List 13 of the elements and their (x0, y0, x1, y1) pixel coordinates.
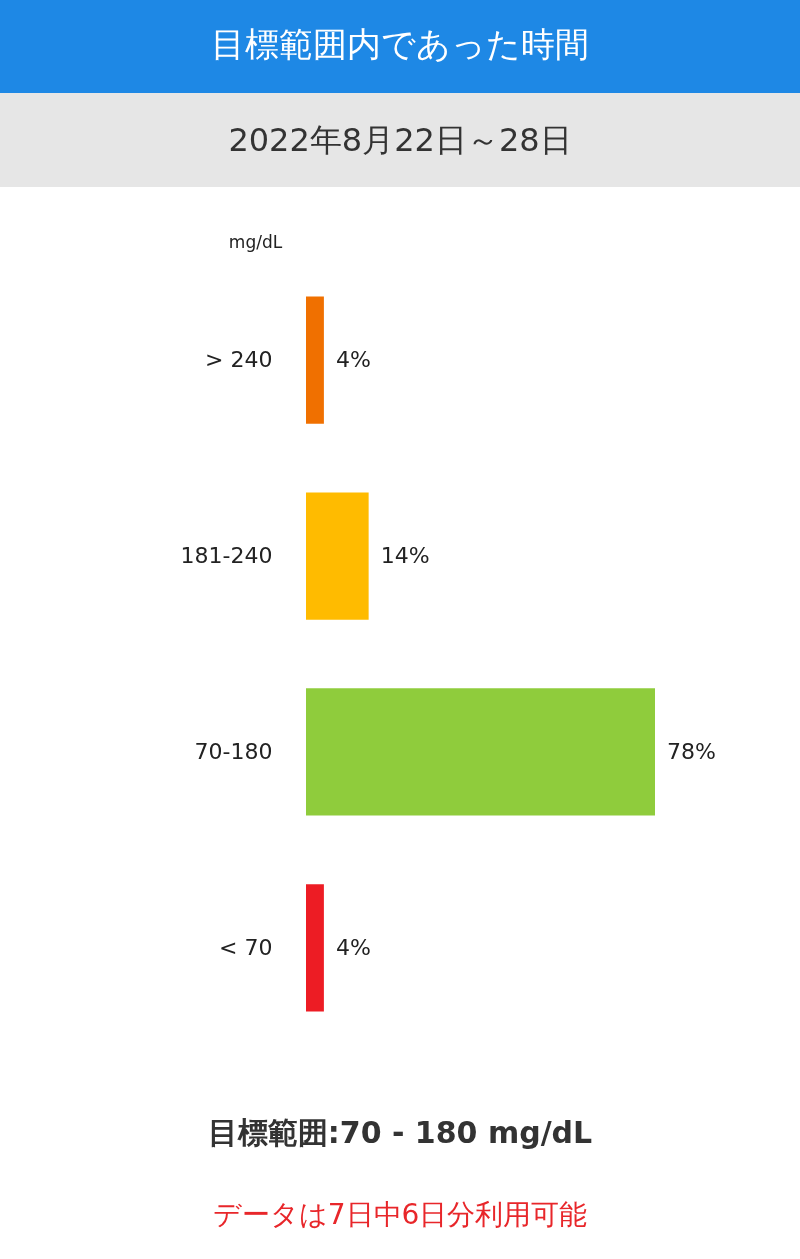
data-label: 14% (380, 543, 430, 569)
y-tick-label: 181-240 (180, 543, 273, 569)
chart-subtitle: 2022年8月22日～28日 (228, 121, 572, 159)
y-tick-label: < 70 (219, 934, 273, 960)
text: 目標範囲:70 - 180 mg/dL (207, 1115, 593, 1150)
data-label: 4% (335, 934, 371, 960)
text: データは7日中6日分利用可能 (212, 1198, 588, 1231)
y-axis-title: mg/dL (228, 231, 283, 252)
data-label: 4% (335, 347, 371, 373)
y-tick-label: 70-180 (194, 738, 273, 764)
chart-title: 目標範囲内であった時間 (211, 24, 589, 64)
data-label: 78% (667, 738, 716, 764)
y-tick-label: > 240 (205, 347, 273, 373)
